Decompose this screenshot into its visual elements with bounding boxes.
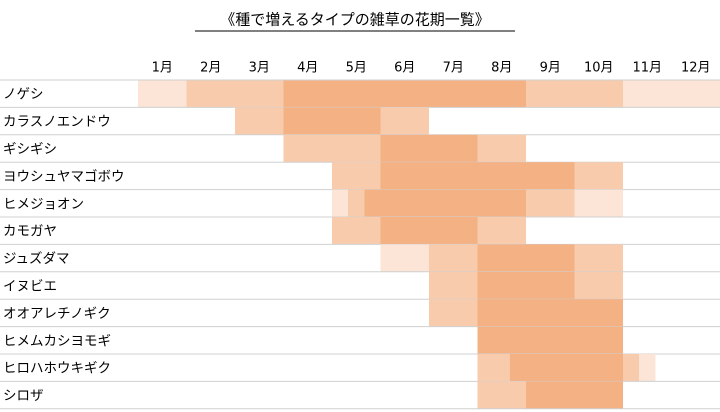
bloom-segment <box>574 244 623 272</box>
bloom-segment <box>283 134 381 163</box>
month-label: 2月 <box>200 61 221 76</box>
bloom-segment <box>477 134 526 163</box>
bloom-segment <box>380 244 429 272</box>
bloom-segment <box>429 271 478 300</box>
bloom-segment <box>477 326 623 354</box>
bloom-segment <box>477 271 575 300</box>
row-label: ジュズダマ <box>3 251 70 267</box>
row-label: カラスノエンドウ <box>3 114 111 130</box>
bloom-segment <box>639 354 656 382</box>
bloom-segment <box>380 217 478 245</box>
row-label: ヒメジョオン <box>3 196 84 212</box>
row-label: ヒロハホウキギク <box>3 361 111 377</box>
chart-title: 《種で増えるタイプの雑草の花期一覧》 <box>220 11 490 29</box>
bloom-segment <box>283 107 381 135</box>
month-label: 11月 <box>632 61 662 76</box>
month-label: 4月 <box>297 61 318 76</box>
month-label: 9月 <box>540 61 561 76</box>
bloom-segment <box>380 162 575 190</box>
bloom-segment <box>574 189 623 217</box>
bloom-segment <box>477 354 510 382</box>
month-label: 8月 <box>491 61 512 76</box>
row-label: ヒメムカシヨモギ <box>3 333 111 349</box>
month-label: 7月 <box>443 61 464 76</box>
bloom-segment <box>283 80 526 108</box>
bloom-segment <box>477 381 526 409</box>
row-label: ギシギシ <box>3 142 57 158</box>
bloom-segment <box>364 189 526 217</box>
bloom-segment <box>623 354 640 382</box>
bloom-segment <box>380 134 478 163</box>
bloom-segment <box>574 271 623 300</box>
bloom-segment <box>138 80 187 108</box>
month-label: 1月 <box>152 61 173 76</box>
row-label: オオアレチノギク <box>3 306 111 322</box>
bloom-segment <box>477 299 623 327</box>
month-label: 5月 <box>346 61 367 76</box>
row-label: ヨウシュヤマゴボウ <box>3 168 125 185</box>
bloom-segment <box>623 80 720 108</box>
row-label: カモガヤ <box>3 224 57 240</box>
row-label: シロザ <box>3 388 44 404</box>
bloom-segment <box>332 162 381 190</box>
row-label: ノゲシ <box>3 87 44 103</box>
bloom-segment <box>332 189 349 217</box>
bloom-segment <box>509 354 623 382</box>
row-label: イヌビエ <box>3 279 57 295</box>
bloom-segment <box>526 80 623 108</box>
bloom-segment <box>380 107 429 135</box>
bloom-segment <box>477 217 526 245</box>
month-label: 6月 <box>394 61 415 76</box>
bloom-segment <box>429 244 478 272</box>
month-label: 10月 <box>584 61 614 76</box>
bloom-segment <box>526 381 623 409</box>
bloom-segment <box>186 80 284 108</box>
month-label: 12月 <box>681 61 711 76</box>
month-label: 3月 <box>249 61 270 76</box>
bloom-segment <box>348 189 365 217</box>
bloom-segment <box>235 107 284 135</box>
bloom-segment <box>429 299 478 327</box>
bloom-segment <box>526 189 575 217</box>
bloom-segment <box>574 162 623 190</box>
bloom-segment <box>332 217 381 245</box>
bloom-segment <box>477 244 575 272</box>
